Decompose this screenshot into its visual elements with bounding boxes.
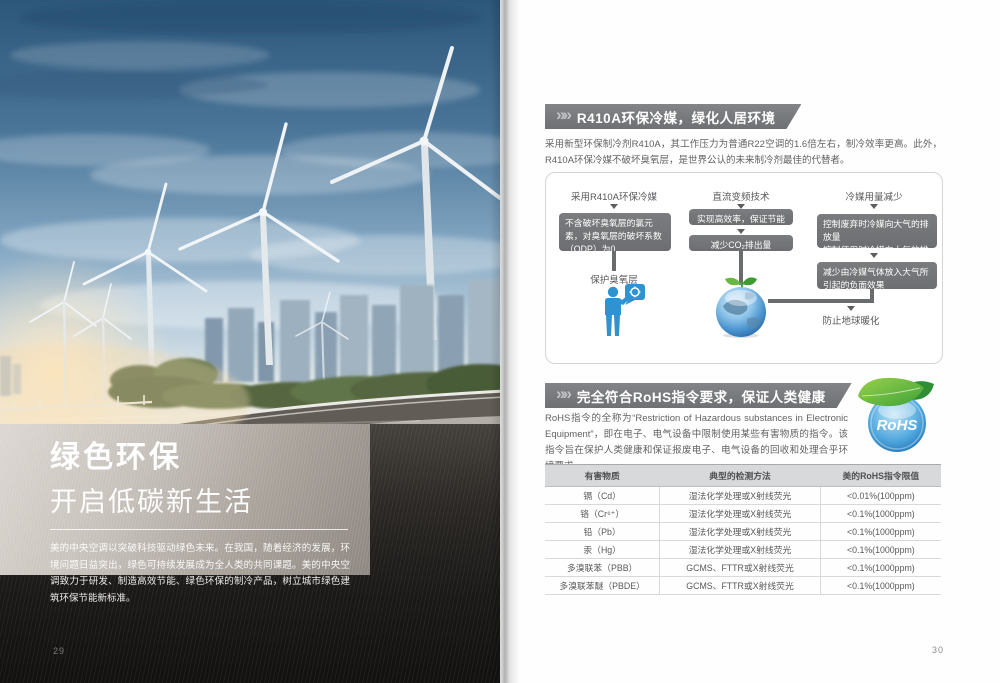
rohs-logo-text: RoHS <box>877 417 918 434</box>
flow-col3-box1-line1: 控制废弃时冷媒向大气的排放量 <box>823 219 929 242</box>
flow-col3-result: 防止地球暖化 <box>822 316 880 327</box>
cell-limit: <0.1%(1000ppm) <box>819 540 941 559</box>
cell-method: GCMS、FTTR或X射线荧光 <box>659 576 821 595</box>
flow-col2-box1: 实现高效率，保证节能 <box>689 209 793 225</box>
cell-limit: <0.1%(1000ppm) <box>819 576 941 595</box>
flow-col2-label: 直流变频技术 <box>712 192 770 203</box>
table-row: 汞（Hg） 湿法化学处理或X射线荧光 <0.1%(1000ppm) <box>545 540 941 559</box>
divider <box>50 529 348 530</box>
wind-turbine-highway-photo <box>0 0 500 432</box>
flow-col1-box: 不含破坏臭氧层的氯元素，对臭氧层的破坏系数（ODP）为0 <box>559 213 671 254</box>
arrow-down-icon <box>737 229 745 234</box>
cell-method: 湿法化学处理或X射线荧光 <box>659 540 821 559</box>
connector-line <box>612 251 616 271</box>
rohs-limits-table: 有害物质 典型的检测方法 美的RoHS指令限值 镉（Cd） 湿法化学处理或X射线… <box>545 464 941 595</box>
cell-method: 湿法化学处理或X射线荧光 <box>659 522 821 541</box>
table-row: 铅（Pb） 湿法化学处理或X射线荧光 <0.1%(1000ppm) <box>545 522 941 541</box>
intro-paragraph: 美的中央空调以突破科技驱动绿色未来。在我国，随着经济的发展，环境问题日益突出，绿… <box>50 543 350 604</box>
connector-line <box>870 289 874 303</box>
table-row: 多溴联苯醚（PBDE） GCMS、FTTR或X射线荧光 <0.1%(1000pp… <box>545 576 941 595</box>
cell-substance: 多溴联苯（PBB） <box>545 558 660 577</box>
section-title: 完全符合RoHS指令要求，保证人类健康 <box>576 389 826 405</box>
person-gear-icon <box>605 284 645 336</box>
cell-limit: <0.01%(100ppm) <box>819 486 941 505</box>
refrigerant-flowchart: 采用R410A环保冷媒 直流变频技术 冷媒用量减少 不含破坏臭氧层的氯元素，对臭… <box>545 172 943 364</box>
col-header-substance: 有害物质 <box>545 464 660 487</box>
earth-sprout-icon <box>716 277 766 338</box>
arrow-down-icon <box>737 204 745 209</box>
arrow-down-icon <box>847 306 855 311</box>
flow-col3-label: 冷媒用量减少 <box>845 192 903 203</box>
col-header-method: 典型的检测方法 <box>659 464 821 487</box>
flow-col2-box2: 减少CO₂排出量 <box>689 235 793 251</box>
cell-substance: 铅（Pb） <box>545 522 660 541</box>
table-row: 铬（Cr⁶⁺） 湿法化学处理或X射线荧光 <0.1%(1000ppm) <box>545 504 941 523</box>
flow-col3-box1: 控制废弃时冷媒向大气的排放量 控制使用时冷媒向大气的排出 控制HFC使用量的增加 <box>817 214 937 280</box>
cell-method: GCMS、FTTR或X射线荧光 <box>659 558 821 577</box>
page-subtitle: 开启低碳新生活 <box>50 487 253 517</box>
right-page: »» R410A环保冷媒，绿化人居环境 采用新型环保制冷剂R410A，其工作压力… <box>500 0 1000 683</box>
arrow-down-icon <box>870 204 878 209</box>
page-title: 绿色环保 <box>50 441 182 474</box>
section-banner-refrigerant: »» R410A环保冷媒，绿化人居环境 <box>545 104 801 129</box>
cell-limit: <0.1%(1000ppm) <box>819 558 941 577</box>
table-row: 镉（Cd） 湿法化学处理或X射线荧光 <0.01%(100ppm) <box>545 486 941 505</box>
col-header-limit: 美的RoHS指令限值 <box>819 464 941 487</box>
arrow-down-icon <box>870 253 878 258</box>
page-number-left: 29 <box>53 646 66 656</box>
cell-limit: <0.1%(1000ppm) <box>819 522 941 541</box>
double-chevron-icon: »» <box>556 105 569 124</box>
cell-substance: 铬（Cr⁶⁺） <box>545 504 660 523</box>
arrow-down-icon <box>610 204 618 209</box>
double-chevron-icon: »» <box>556 384 569 403</box>
refrigerant-intro: 采用新型环保制冷剂R410A，其工作压力为普通R22空调的1.6倍左右，制冷效率… <box>545 139 942 167</box>
flow-col3-box2: 减少由冷媒气体放入大气所引起的负面效果 <box>817 262 937 290</box>
text-panel <box>0 424 370 575</box>
left-page-text-block: 绿色环保 开启低碳新生活 美的中央空调以突破科技驱动绿色未来。在我国，随着经济的… <box>50 441 350 608</box>
table-row: 多溴联苯（PBB） GCMS、FTTR或X射线荧光 <0.1%(1000ppm) <box>545 558 941 577</box>
section-banner-rohs: »» 完全符合RoHS指令要求，保证人类健康 <box>545 383 852 408</box>
page-number-right: 30 <box>932 645 945 655</box>
table-header-row: 有害物质 典型的检测方法 美的RoHS指令限值 <box>545 464 941 487</box>
cell-substance: 多溴联苯醚（PBDE） <box>545 576 660 595</box>
cell-limit: <0.1%(1000ppm) <box>819 504 941 523</box>
rohs-leaf-logo-icon: RoHS <box>858 377 934 452</box>
section-title: R410A环保冷媒，绿化人居环境 <box>576 110 776 126</box>
connector-line <box>739 251 743 285</box>
cell-method: 湿法化学处理或X射线荧光 <box>659 504 821 523</box>
left-page: 绿色环保 开启低碳新生活 美的中央空调以突破科技驱动绿色未来。在我国，随着经济的… <box>0 0 500 683</box>
cell-substance: 汞（Hg） <box>545 540 660 559</box>
cell-substance: 镉（Cd） <box>545 486 660 505</box>
flow-col1-result: 保护臭氧层 <box>590 275 638 286</box>
flow-col1-label: 采用R410A环保冷媒 <box>570 192 658 203</box>
cell-method: 湿法化学处理或X射线荧光 <box>659 486 821 505</box>
connector-line <box>768 299 874 303</box>
